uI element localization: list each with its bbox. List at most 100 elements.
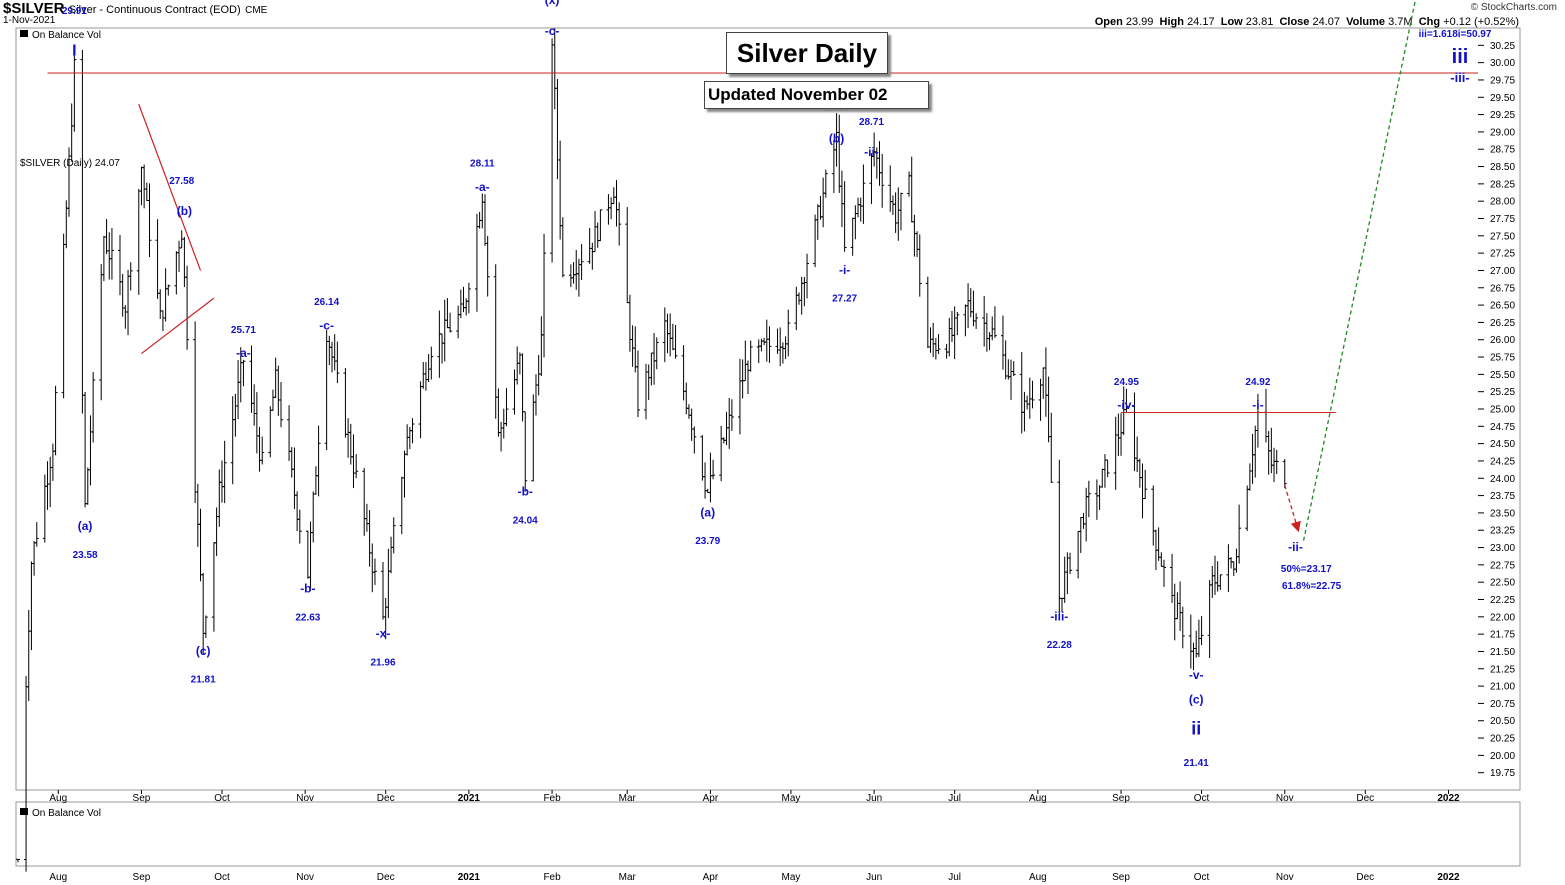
wave-label: 24.95 [1114,377,1139,388]
instrument-name: Silver - Continuous Contract (EOD) [68,4,241,16]
y-tick-label: 25.00 [1490,405,1515,416]
x-axis-ticks: Aug Aug Sep Sep Oct Oct Nov Nov Dec Dec 2021 2021 Fe… [49,790,1460,883]
y-tick-label: 19.75 [1490,768,1515,779]
high-value: 24.17 [1187,16,1215,28]
x-tick-label: 2021 [458,793,481,804]
x-tick-label: Sep [133,793,151,804]
y-tick-label: 26.25 [1490,318,1515,329]
x-tick-label-bottom: Dec [377,872,395,883]
subwave-iii-label: -iii- [1450,70,1470,85]
x-tick-label: Sep [1112,793,1130,804]
chart-header: $SILVER Silver - Continuous Contract (EO… [3,0,267,18]
updated-box: Updated November 02 [704,81,929,109]
wave-label: I [72,43,76,60]
wave-label: 25.71 [231,325,256,336]
wave-label: -iv- [1117,398,1135,412]
wave-label: -a- [236,346,251,360]
y-tick-label: 28.25 [1490,179,1515,190]
y-tick-label: 22.00 [1490,612,1515,623]
wave-label: -a- [475,180,490,194]
y-tick-label: 22.50 [1490,578,1515,589]
y-tick-label: 26.50 [1490,301,1515,312]
x-tick-label: Aug [1029,793,1047,804]
wave-label: 50%=23.17 [1281,564,1332,575]
y-tick-label: 25.25 [1490,387,1515,398]
x-tick-label-bottom: Dec [1356,872,1374,883]
x-tick-label: Dec [377,793,395,804]
y-tick-label: 21.00 [1490,682,1515,693]
x-tick-label-bottom: May [781,872,800,883]
chart-title-box: Silver Daily [726,32,888,74]
wave-label: 26.14 [314,297,339,308]
y-tick-label: 22.75 [1490,560,1515,571]
wave-label: -iii- [1050,609,1068,623]
wave-label: 27.27 [832,294,857,305]
wave-label: 24.04 [513,515,538,526]
y-tick-label: 27.50 [1490,231,1515,242]
ohlc-bars [16,28,1287,872]
panel-legend-swatch [20,30,28,37]
x-tick-label: Feb [543,793,561,804]
x-tick-label: Nov [1276,793,1294,804]
y-tick-label: 26.75 [1490,283,1515,294]
wave-label: 28.11 [470,159,495,170]
symbol: $SILVER [3,0,65,17]
wave-label: 22.63 [295,612,320,623]
y-tick-label: 24.50 [1490,439,1515,450]
y-tick-label: 24.75 [1490,422,1515,433]
y-tick-label: 24.00 [1490,474,1515,485]
x-tick-label: Aug [49,793,67,804]
wave-label: -c- [319,318,334,332]
y-tick-label: 30.25 [1490,41,1515,52]
y-tick-label: 23.75 [1490,491,1515,502]
volume-value: 3.7M [1388,16,1413,28]
y-tick-label: 26.00 [1490,335,1515,346]
x-tick-label-bottom: Nov [1276,872,1294,883]
target-label: iii=1.618i=50.97 [1419,29,1492,40]
panel-legend-swatch-bottom [20,808,28,815]
wave-label: (c) [1189,692,1204,706]
exchange: CME [245,5,268,16]
x-tick-label-bottom: Oct [214,872,230,883]
x-tick-label: May [781,793,800,804]
wave-label: -i- [839,263,850,277]
y-tick-label: 22.25 [1490,595,1515,606]
x-tick-label-bottom: Oct [1194,872,1210,883]
volume-label: Volume [1346,16,1386,28]
wave-label: 23.79 [695,536,720,547]
projection-down-arrow [1284,485,1301,533]
wave-label: -v- [1189,668,1204,682]
y-tick-label: 21.25 [1490,664,1515,675]
wave-label: -ii- [1288,540,1303,554]
triangle-line [138,103,202,271]
open-value: 23.99 [1125,16,1154,28]
x-tick-label-bottom: Feb [543,872,561,883]
y-tick-label: 30.00 [1490,58,1515,69]
wave-label: 21.41 [1184,758,1209,769]
y-tick-label: 29.00 [1490,127,1515,138]
x-tick-label-bottom: Nov [296,872,314,883]
y-tick-label: 28.50 [1490,162,1515,173]
wave-label: -b- [300,582,315,596]
y-tick-label: 25.50 [1490,370,1515,381]
open-label: Open [1094,16,1123,28]
x-tick-label: Oct [1194,793,1210,804]
wave-label: 21.96 [370,657,395,668]
y-tick-label: 23.50 [1490,508,1515,519]
wave-label: -x- [376,627,391,641]
y-tick-label: 20.00 [1490,751,1515,762]
triangle-line [141,297,215,355]
y-tick-label: 20.75 [1490,699,1515,710]
x-tick-label: Nov [296,793,314,804]
wave-label: 23.58 [73,550,98,561]
y-tick-label: 27.25 [1490,249,1515,260]
x-tick-label-bottom: Jun [866,872,882,883]
wave-iii-label: iii [1452,46,1469,68]
high-label: High [1159,16,1184,28]
x-tick-label: Oct [214,793,230,804]
wave-label: ii [1191,719,1201,739]
wave-label: -b- [518,485,533,499]
wave-label: -ii- [864,145,879,159]
y-tick-label: 27.75 [1490,214,1515,225]
